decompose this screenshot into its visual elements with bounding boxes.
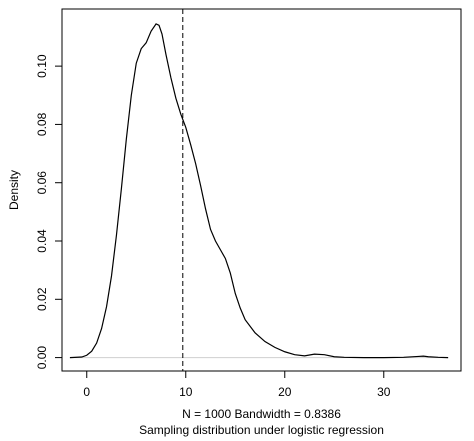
y-tick-label: 0.06 (35, 171, 49, 195)
y-tick-label: 0.08 (35, 112, 49, 136)
y-axis: 0.00 0.02 0.04 0.06 0.08 0.10 (35, 54, 63, 370)
plot-frame (61, 8, 462, 372)
series-layer (69, 23, 449, 359)
x-tick-label: 0 (83, 385, 90, 399)
y-tick-label: 0.02 (35, 287, 49, 311)
x-tick-label: 30 (377, 385, 391, 399)
y-tick-label: 0.00 (35, 346, 49, 370)
x-axis-label-line1: N = 1000 Bandwidth = 0.8386 (182, 407, 341, 421)
x-tick-label: 20 (278, 385, 292, 399)
x-axis: 0 10 20 30 (83, 370, 391, 399)
x-tick-label: 10 (179, 385, 193, 399)
y-tick-label: 0.04 (35, 229, 49, 253)
y-tick-label: 0.10 (35, 54, 49, 78)
density-curve (69, 23, 449, 359)
x-axis-label-line2: Sampling distribution under logistic reg… (139, 423, 384, 437)
y-axis-label: Density (7, 170, 21, 210)
